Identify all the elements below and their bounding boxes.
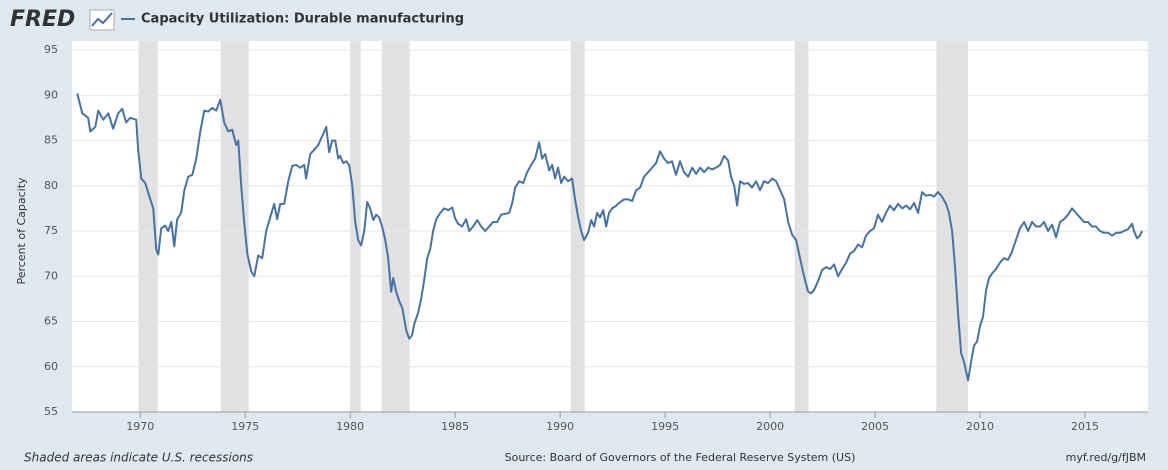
x-tick-label: 1990 xyxy=(546,420,574,433)
x-tick-label: 2015 xyxy=(1071,420,1099,433)
y-tick-label: 70 xyxy=(44,269,58,282)
x-tick-label: 1985 xyxy=(441,420,469,433)
link[interactable]: myf.red/g/fJBM xyxy=(1066,451,1146,464)
x-tick-label: 2005 xyxy=(861,420,889,433)
y-tick-label: 65 xyxy=(44,315,58,328)
logo: FRED xyxy=(10,7,75,32)
y-tick-label: 75 xyxy=(44,224,58,237)
x-tick-label: 2000 xyxy=(756,420,784,433)
y-tick-label: 55 xyxy=(44,405,58,418)
y-tick-label: 80 xyxy=(44,179,58,192)
y-tick-label: 90 xyxy=(44,88,58,101)
recession-band xyxy=(570,41,585,412)
x-tick-label: 1995 xyxy=(651,420,679,433)
x-tick-label: 1970 xyxy=(126,420,154,433)
y-tick-label: 60 xyxy=(44,360,58,373)
recession-band xyxy=(381,41,410,412)
recession-note: Shaded areas indicate U.S. recessions xyxy=(24,451,253,465)
logo-icon xyxy=(89,9,115,31)
x-tick-label: 1975 xyxy=(231,420,259,433)
plot-area xyxy=(72,41,1148,412)
x-tick-label: 2010 xyxy=(966,420,994,433)
y-tick-label: 85 xyxy=(44,134,58,147)
source: Source: Board of Governors of the Federa… xyxy=(505,451,856,464)
legend-label: Capacity Utilization: Durable manufactur… xyxy=(141,12,464,27)
x-tick-label: 1980 xyxy=(336,420,364,433)
data-line xyxy=(76,93,1143,382)
recession-band xyxy=(138,41,158,412)
y-tick-label: 95 xyxy=(44,43,58,56)
recession-band xyxy=(794,41,809,412)
y-axis-label: Percent of Capacity xyxy=(15,177,28,285)
